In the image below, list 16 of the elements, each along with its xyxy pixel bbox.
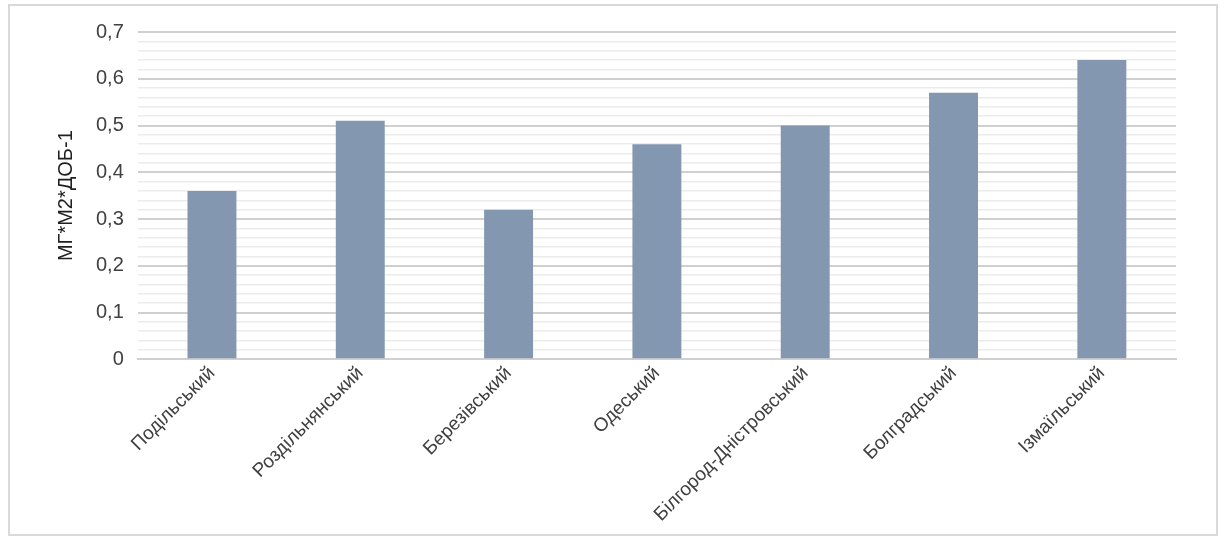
y-tick-label: 0,1 [95, 300, 124, 323]
y-tick-label: 0 [112, 346, 124, 369]
bar [335, 120, 385, 359]
y-tick-label: 0,5 [95, 113, 124, 136]
bar [929, 92, 978, 359]
y-tick-label: 0,3 [95, 206, 124, 229]
y-tick-label: 0,4 [95, 159, 124, 182]
bar [187, 190, 237, 359]
bar [484, 209, 534, 359]
bar [632, 144, 682, 359]
y-tick-label: 0,6 [95, 66, 124, 89]
y-tick-label: 0,2 [95, 253, 124, 276]
y-tick-label: 0,7 [95, 19, 124, 42]
bar [1077, 60, 1127, 359]
bar [780, 125, 830, 359]
y-axis-title: МГ*М2*ДОБ-1 [53, 130, 76, 262]
